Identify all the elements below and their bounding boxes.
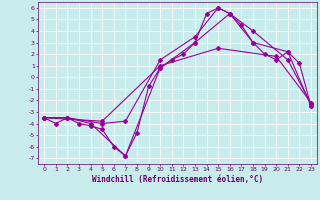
X-axis label: Windchill (Refroidissement éolien,°C): Windchill (Refroidissement éolien,°C) bbox=[92, 175, 263, 184]
